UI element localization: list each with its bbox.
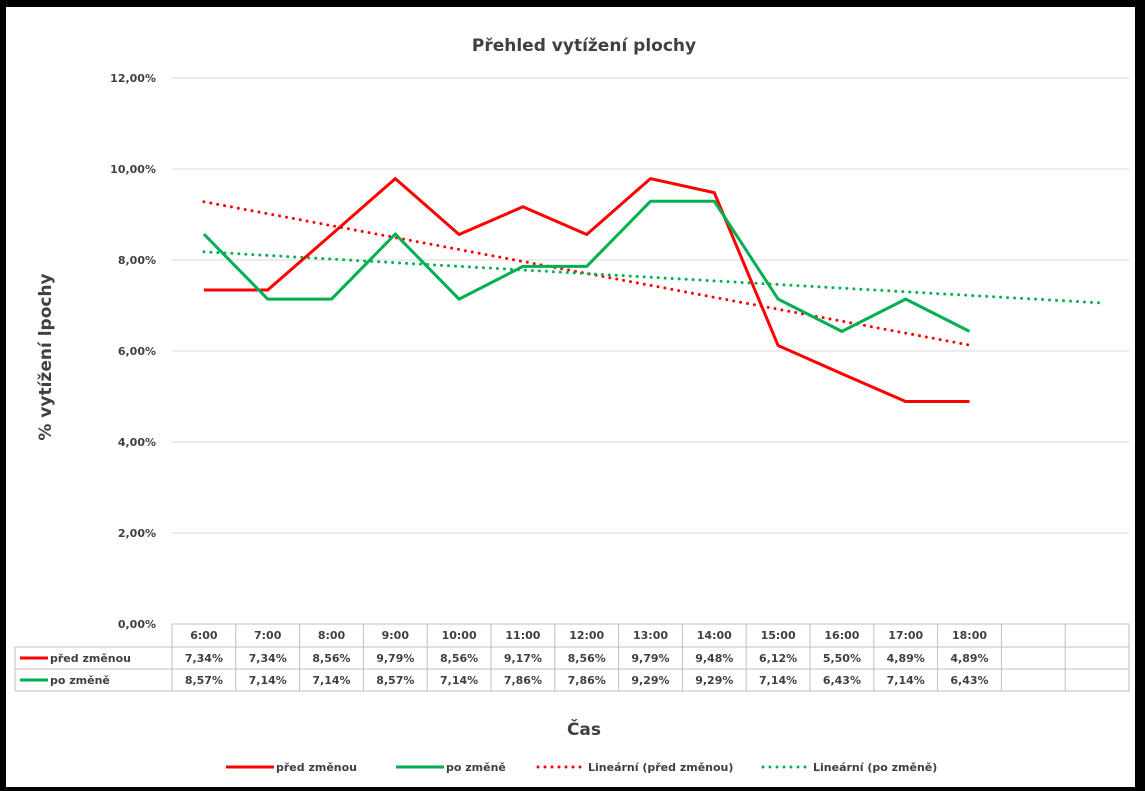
table-series-name: před změnou bbox=[50, 652, 131, 665]
data-label: 8,56% bbox=[440, 652, 478, 665]
data-label: 6,12% bbox=[759, 652, 797, 665]
table-series-name: po změně bbox=[50, 674, 110, 687]
y-tick-label: 8,00% bbox=[118, 254, 156, 267]
data-label: 7,86% bbox=[504, 674, 542, 687]
x-tick-label: 11:00 bbox=[505, 629, 540, 642]
data-label: 9,29% bbox=[631, 674, 669, 687]
legend-label: před změnou bbox=[276, 761, 357, 774]
data-label: 6,43% bbox=[950, 674, 988, 687]
chart-title: Přehled vytížení plochy bbox=[472, 36, 696, 56]
y-tick-label: 10,00% bbox=[110, 163, 156, 176]
y-axis-label: % vytížení lpochy bbox=[36, 273, 56, 440]
data-label: 7,14% bbox=[759, 674, 797, 687]
data-label: 8,56% bbox=[312, 652, 350, 665]
y-tick-label: 0,00% bbox=[118, 618, 156, 631]
x-tick-label: 9:00 bbox=[382, 629, 410, 642]
data-label: 7,34% bbox=[249, 652, 287, 665]
data-label: 9,79% bbox=[631, 652, 669, 665]
data-label: 9,29% bbox=[695, 674, 733, 687]
data-label: 9,48% bbox=[695, 652, 733, 665]
legend-label: po změně bbox=[446, 761, 506, 774]
data-label: 7,86% bbox=[568, 674, 606, 687]
chart-frame: Přehled vytížení plochy 0,00% 2,00% 4,00% 6… bbox=[6, 7, 1135, 787]
data-label: 7,14% bbox=[887, 674, 925, 687]
x-tick-label: 10:00 bbox=[442, 629, 477, 642]
data-label: 6,43% bbox=[823, 674, 861, 687]
x-tick-label: 6:00 bbox=[190, 629, 218, 642]
chart: Přehled vytížení plochy 0,00% 2,00% 4,00% 6… bbox=[14, 36, 1130, 774]
data-label: 7,14% bbox=[249, 674, 287, 687]
data-label: 7,14% bbox=[312, 674, 350, 687]
data-label: 9,79% bbox=[376, 652, 414, 665]
x-tick-label: 16:00 bbox=[824, 629, 859, 642]
data-label: 8,57% bbox=[376, 674, 414, 687]
x-tick-label: 12:00 bbox=[569, 629, 604, 642]
y-tick-label: 2,00% bbox=[118, 527, 156, 540]
data-label: 4,89% bbox=[950, 652, 988, 665]
legend-label: Lineární (po změně) bbox=[813, 761, 937, 774]
x-tick-label: 15:00 bbox=[761, 629, 796, 642]
x-tick-label: 7:00 bbox=[254, 629, 282, 642]
data-label: 8,56% bbox=[568, 652, 606, 665]
y-tick-label: 12,00% bbox=[110, 72, 156, 85]
x-tick-label: 18:00 bbox=[952, 629, 987, 642]
data-label: 9,17% bbox=[504, 652, 542, 665]
x-tick-label: 14:00 bbox=[697, 629, 732, 642]
data-label: 4,89% bbox=[887, 652, 925, 665]
data-label: 5,50% bbox=[823, 652, 861, 665]
x-axis-label: Čas bbox=[567, 718, 601, 740]
x-tick-label: 8:00 bbox=[318, 629, 346, 642]
data-label: 8,57% bbox=[185, 674, 223, 687]
legend-label: Lineární (před změnou) bbox=[588, 761, 733, 774]
y-tick-label: 4,00% bbox=[118, 436, 156, 449]
data-label: 7,34% bbox=[185, 652, 223, 665]
x-tick-label: 17:00 bbox=[888, 629, 923, 642]
data-label: 7,14% bbox=[440, 674, 478, 687]
x-tick-label: 13:00 bbox=[633, 629, 668, 642]
y-tick-label: 6,00% bbox=[118, 345, 156, 358]
trendline bbox=[202, 250, 1101, 305]
